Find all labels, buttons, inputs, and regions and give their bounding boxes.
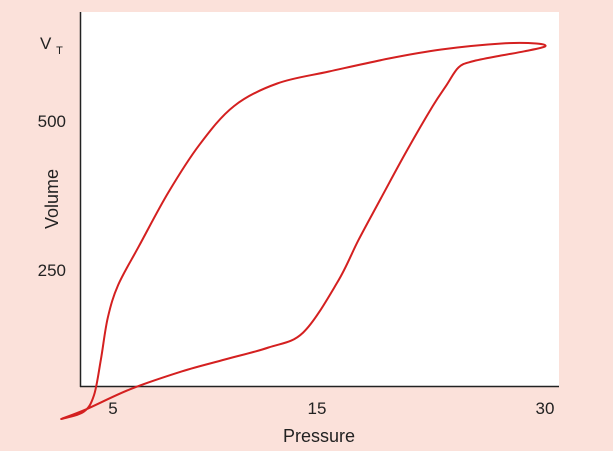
x-axis-title: Pressure	[283, 426, 355, 446]
y-tick-label-vt-main: V	[40, 34, 52, 53]
pressure-volume-loop-0	[60, 41, 547, 420]
plot-area	[80, 12, 559, 386]
x-tick-label-5: 5	[108, 399, 117, 418]
x-tick-label-30: 30	[536, 399, 555, 418]
y-axis-title: Volume	[42, 169, 62, 229]
x-tick-label-15: 15	[308, 399, 327, 418]
y-tick-label-vt-subscript: T	[56, 45, 63, 57]
y-tick-label-500: 500	[38, 112, 66, 131]
y-tick-label-250: 250	[38, 261, 66, 280]
y-tick-label-vt: V T	[40, 34, 63, 57]
series-layer	[60, 41, 547, 420]
